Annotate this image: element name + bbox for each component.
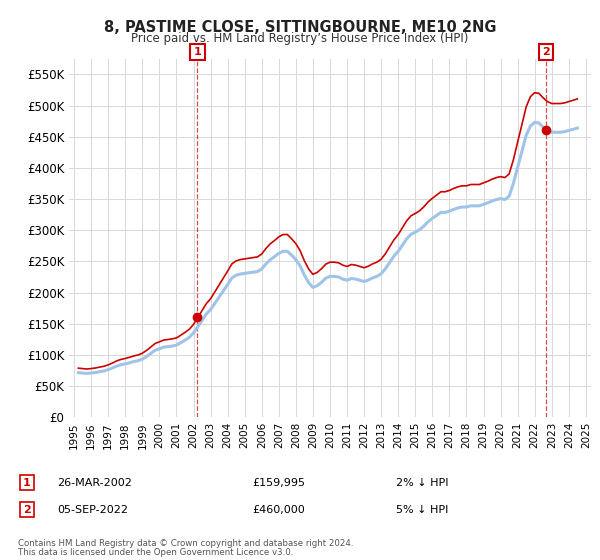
Text: This data is licensed under the Open Government Licence v3.0.: This data is licensed under the Open Gov…	[18, 548, 293, 557]
Text: 8, PASTIME CLOSE, SITTINGBOURNE, ME10 2NG: 8, PASTIME CLOSE, SITTINGBOURNE, ME10 2N…	[104, 20, 496, 35]
Text: Contains HM Land Registry data © Crown copyright and database right 2024.: Contains HM Land Registry data © Crown c…	[18, 539, 353, 548]
Text: 05-SEP-2022: 05-SEP-2022	[57, 505, 128, 515]
Text: 2: 2	[542, 47, 550, 57]
Text: 1: 1	[194, 47, 202, 57]
Text: 1: 1	[23, 478, 31, 488]
Text: Price paid vs. HM Land Registry’s House Price Index (HPI): Price paid vs. HM Land Registry’s House …	[131, 32, 469, 45]
Text: 2% ↓ HPI: 2% ↓ HPI	[396, 478, 449, 488]
Text: £159,995: £159,995	[252, 478, 305, 488]
Text: 2: 2	[23, 505, 31, 515]
Text: 26-MAR-2002: 26-MAR-2002	[57, 478, 132, 488]
Text: £460,000: £460,000	[252, 505, 305, 515]
Text: 5% ↓ HPI: 5% ↓ HPI	[396, 505, 448, 515]
